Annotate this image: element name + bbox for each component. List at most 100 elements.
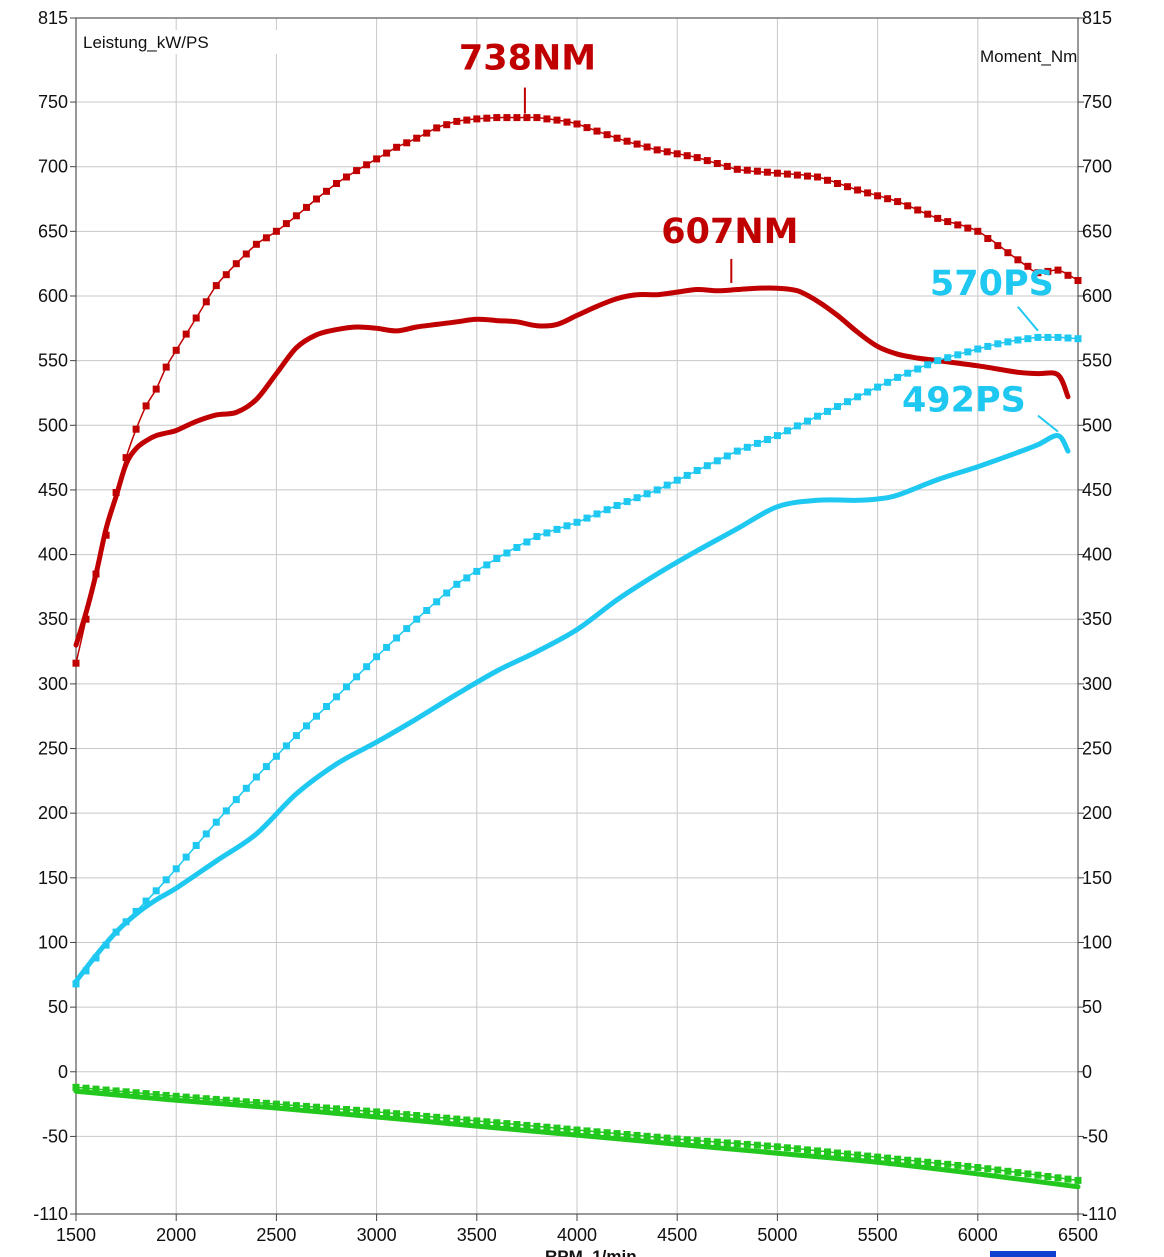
data-point-torque_tuned [403,139,411,147]
series-line-loss_stock [73,1088,1081,1190]
data-point-loss_tuned [904,1156,912,1164]
data-point-loss_tuned [323,1104,330,1112]
data-point-torque_tuned [373,155,381,163]
data-point-power_tuned [583,514,591,522]
data-point-power_tuned [964,348,972,356]
data-point-torque_tuned [994,242,1002,250]
y-tick-label-left: -110 [33,1204,68,1224]
data-point-loss_tuned [72,1083,80,1091]
series-loss_stock [73,1088,1081,1190]
data-point-power_tuned [323,703,330,710]
data-point-power_tuned [593,510,601,518]
data-point-power_tuned [683,471,691,479]
data-point-power_tuned [894,373,902,381]
data-point-torque_tuned [603,131,611,139]
data-point-loss_tuned [573,1126,581,1134]
data-point-torque_tuned [914,206,922,214]
data-point-loss_tuned [443,1114,451,1122]
series-power_tuned [72,333,1082,988]
data-point-torque_tuned [1074,277,1082,284]
y-tick-label-left: 450 [38,480,68,500]
data-point-loss_tuned [783,1144,791,1152]
y-tick-label-right: 550 [1082,351,1112,371]
y-tick-label-left: 200 [38,803,68,823]
data-point-power_tuned [1064,334,1072,342]
data-point-loss_tuned [743,1140,751,1148]
data-point-torque_tuned [643,143,651,151]
data-point-loss_tuned [703,1137,711,1145]
data-point-power_tuned [252,773,260,781]
data-point-loss_tuned [793,1145,801,1153]
x-tick-label: 6500 [1058,1225,1098,1245]
data-point-torque_tuned [292,212,300,220]
data-point-power_tuned [72,980,80,988]
data-point-torque_tuned [673,150,681,158]
data-point-torque_tuned [433,124,441,132]
data-point-loss_tuned [303,1102,310,1110]
data-point-power_tuned [854,393,862,401]
data-point-loss_tuned [393,1110,401,1118]
data-point-torque_tuned [793,171,801,179]
data-point-loss_tuned [1004,1167,1012,1175]
data-point-loss_tuned [222,1096,230,1104]
data-point-torque_tuned [904,202,912,210]
data-point-power_tuned [363,663,371,671]
y-tick-label-left: 750 [38,92,68,112]
series-torque_tuned [72,114,1082,667]
y-tick-label-right: 250 [1082,739,1112,759]
data-point-power_tuned [904,369,912,377]
data-point-torque_tuned [443,121,451,129]
y-tick-label-left: -50 [42,1126,68,1146]
data-point-power_tuned [533,533,541,540]
y-tick-label-left: 350 [38,609,68,629]
data-point-power_tuned [282,742,290,750]
grid-lines [75,18,1079,1214]
data-point-power_tuned [192,842,200,849]
data-point-power_tuned [563,522,571,530]
legend-swatch [990,1251,1056,1257]
data-point-torque_tuned [333,180,340,187]
data-point-torque_tuned [483,114,491,122]
data-point-power_tuned [984,342,992,350]
data-point-loss_tuned [944,1160,952,1168]
data-point-torque_tuned [413,134,421,142]
data-point-power_tuned [834,403,841,410]
data-point-loss_tuned [663,1134,671,1142]
data-point-torque_tuned [964,224,972,232]
y-tick-label-left: 600 [38,286,68,306]
data-point-loss_tuned [92,1085,100,1093]
data-point-torque_tuned [132,425,140,433]
data-point-power_tuned [292,732,300,740]
data-point-power_tuned [1004,338,1012,346]
series-power_stock [73,433,1071,984]
data-point-power_tuned [373,653,381,661]
data-point-loss_tuned [623,1131,631,1138]
data-point-loss_tuned [934,1159,942,1167]
data-point-loss_tuned [1044,1173,1052,1180]
data-point-loss_tuned [1074,1176,1082,1184]
y-tick-label-right: 200 [1082,803,1112,823]
data-point-torque_tuned [834,180,841,187]
data-point-power_tuned [493,555,501,562]
data-point-power_tuned [262,763,270,771]
data-point-loss_tuned [383,1109,391,1117]
data-point-loss_tuned [242,1098,250,1106]
data-point-torque_tuned [763,168,771,176]
data-point-loss_tuned [884,1154,892,1162]
data-point-torque_tuned [453,117,461,125]
data-point-loss_tuned [363,1107,371,1115]
data-point-loss_tuned [493,1119,501,1127]
data-point-loss_tuned [1034,1171,1042,1179]
data-point-torque_tuned [523,114,531,122]
y-tick-label-right: 0 [1082,1062,1092,1082]
data-point-power_tuned [974,345,982,353]
data-point-loss_tuned [373,1108,381,1116]
data-point-power_tuned [212,818,220,826]
data-point-loss_tuned [292,1102,300,1110]
y-tick-label-right: 450 [1082,480,1112,500]
data-point-loss_tuned [82,1084,90,1092]
data-point-power_tuned [673,476,681,484]
data-point-loss_tuned [192,1094,200,1102]
data-point-torque_tuned [222,271,230,279]
data-point-torque_tuned [1054,266,1062,274]
